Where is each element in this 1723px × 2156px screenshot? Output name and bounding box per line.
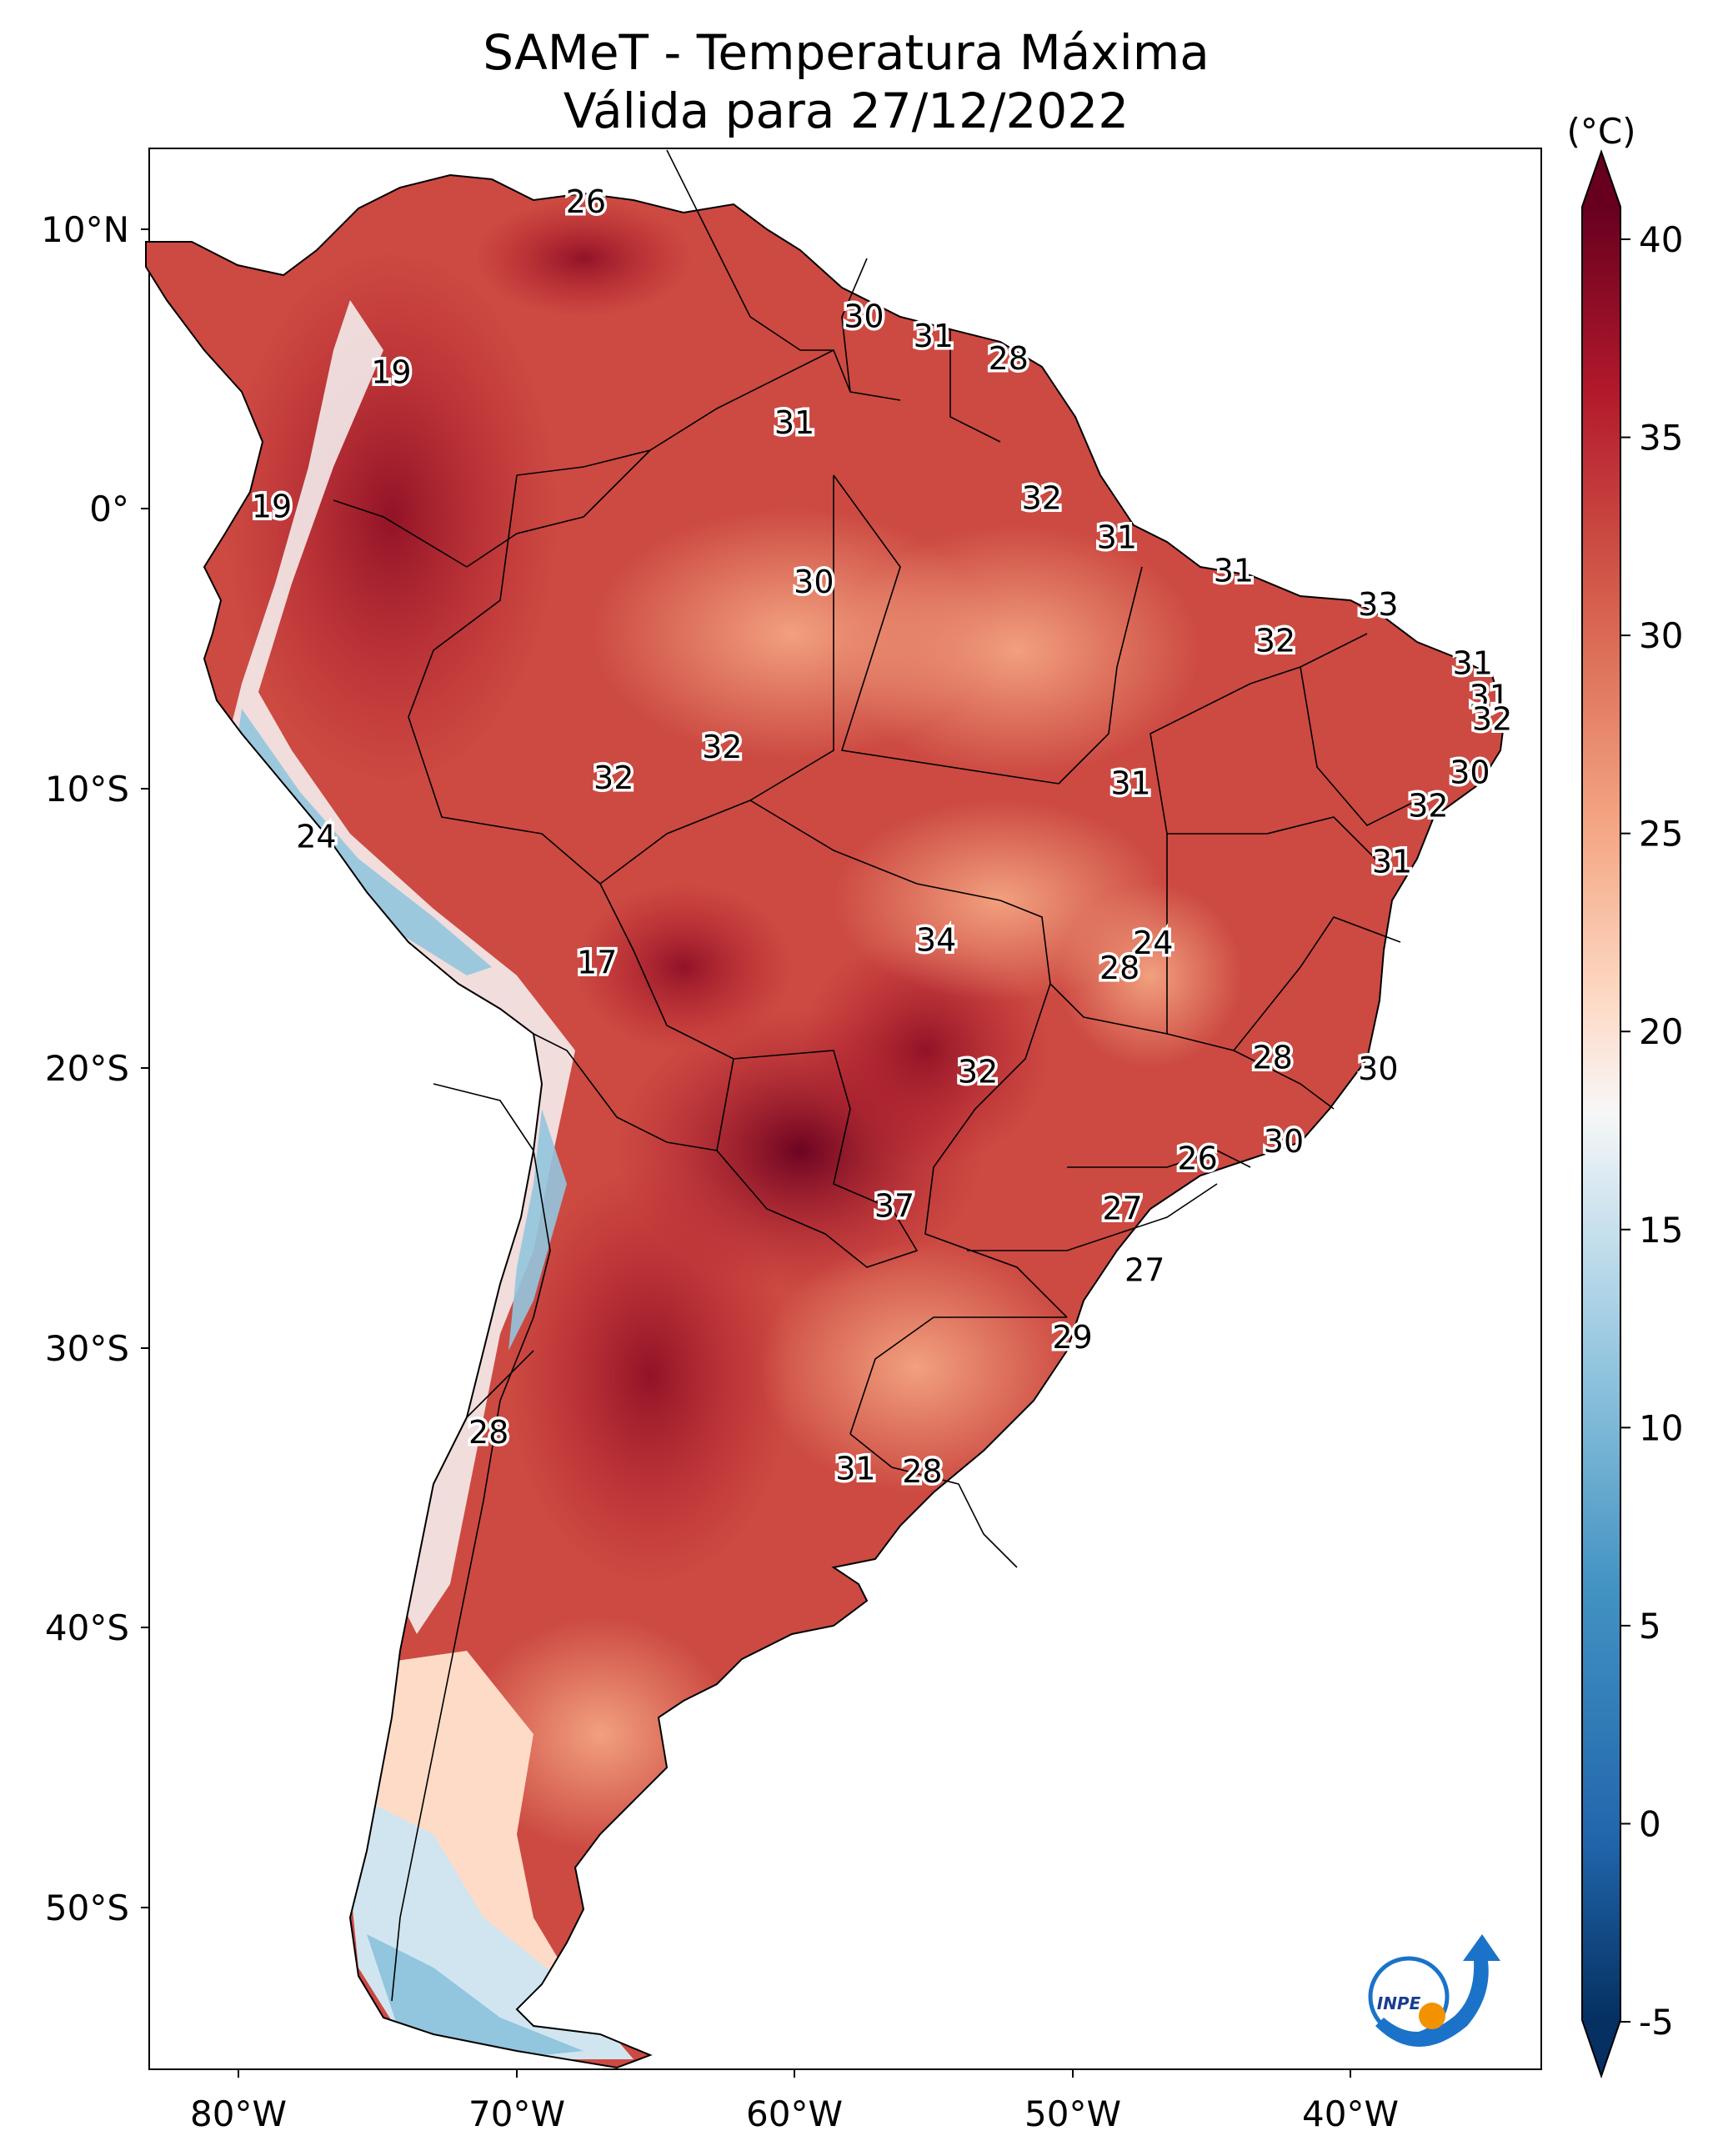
temp-point-label: 32 bbox=[594, 760, 634, 796]
colorbar-tick-label: 15 bbox=[1639, 1210, 1683, 1251]
temp-point-label: 19 bbox=[371, 354, 411, 391]
temp-point-label: 37 bbox=[874, 1187, 914, 1224]
temp-point-label: 32 bbox=[958, 1053, 998, 1090]
temp-point-label: 31 bbox=[774, 404, 814, 441]
colorbar-tick-label: 25 bbox=[1639, 814, 1683, 855]
colorbar: (°C) 40 35 30 25 20 15 10 5 0 -5 bbox=[1566, 111, 1683, 2079]
temp-point-label: 27 bbox=[1102, 1191, 1142, 1227]
temp-point-label: 30 bbox=[794, 564, 834, 600]
colorbar-extend-min bbox=[1582, 2020, 1620, 2076]
logo-swoosh bbox=[1375, 1934, 1500, 2047]
temp-point-label: 24 bbox=[296, 818, 336, 855]
logo-text: INPE bbox=[1377, 1993, 1421, 2013]
temp-point-label: 32 bbox=[702, 729, 742, 765]
temp-point-label: 19 bbox=[252, 489, 292, 525]
temp-point-label: 24 bbox=[1133, 925, 1173, 961]
map-title: SAMeT - Temperatura Máxima Válida para 2… bbox=[150, 23, 1542, 140]
temp-point-label: 31 bbox=[1110, 765, 1150, 802]
lat-tick-30s: 30°S bbox=[45, 1328, 129, 1369]
temp-point-label: 31 bbox=[914, 318, 954, 354]
temp-point-label: 28 bbox=[468, 1414, 508, 1451]
lon-tick-50w: 50°W bbox=[1024, 2093, 1121, 2134]
colorbar-tick-label: 20 bbox=[1639, 1011, 1683, 1052]
temp-point-label: 31 bbox=[1097, 519, 1137, 555]
colorbar-tick-label: 10 bbox=[1639, 1407, 1683, 1448]
colorbar-tick-label: 40 bbox=[1639, 219, 1683, 260]
temp-point-label: 31 bbox=[1470, 679, 1510, 715]
temp-point-label: 32 bbox=[1022, 480, 1062, 517]
colorbar-gradient bbox=[1582, 207, 1620, 2020]
temp-point-label: 32 bbox=[1472, 701, 1512, 738]
lon-tick-60w: 60°W bbox=[746, 2093, 843, 2134]
title-line-1: SAMeT - Temperatura Máxima bbox=[483, 24, 1210, 81]
lat-tick-10s: 10°S bbox=[45, 769, 129, 810]
longitude-ticks: 80°W 70°W 60°W 50°W 40°W bbox=[190, 2069, 1399, 2134]
temp-point-label: 28 bbox=[1099, 950, 1139, 986]
colorbar-outline bbox=[1581, 148, 1621, 2079]
inpe-logo: INPE bbox=[1368, 1934, 1500, 2047]
lon-tick-40w: 40°W bbox=[1302, 2093, 1399, 2134]
temp-point-label: 32 bbox=[1255, 623, 1295, 659]
temp-point-label: 26 bbox=[566, 183, 606, 220]
colorbar-tick-label: 5 bbox=[1639, 1606, 1661, 1647]
latitude-ticks: 10°N 0° 10°S 20°S 30°S 40°S 50°S bbox=[41, 209, 149, 1928]
temp-point-label: 30 bbox=[1450, 754, 1490, 790]
lon-tick-70w: 70°W bbox=[468, 2093, 565, 2134]
temp-point-label: 17 bbox=[577, 944, 617, 980]
colorbar-tick-label: 0 bbox=[1639, 1803, 1661, 1844]
logo-dot bbox=[1419, 2003, 1445, 2029]
colorbar-tick-label: 35 bbox=[1639, 418, 1683, 459]
temp-point-label: 33 bbox=[1358, 586, 1398, 623]
temp-point-label: 28 bbox=[1252, 1040, 1292, 1076]
temp-point-label: 32 bbox=[1408, 788, 1448, 825]
temp-point-label: 31 bbox=[1214, 553, 1254, 589]
colorbar-extend-max bbox=[1582, 152, 1620, 207]
temp-point-label: 30 bbox=[1264, 1123, 1304, 1160]
political-borders bbox=[333, 149, 1418, 2002]
colorbar-ticks: 40 35 30 25 20 15 10 5 0 -5 bbox=[1620, 219, 1683, 2043]
temp-point-label: 27 bbox=[1124, 1251, 1165, 1288]
lat-tick-0: 0° bbox=[89, 489, 129, 529]
temp-point-label: 26 bbox=[1177, 1140, 1217, 1176]
colorbar-tick-label: -5 bbox=[1639, 2002, 1674, 2043]
temp-point-label: 34 bbox=[916, 922, 956, 959]
temp-point-label: 30 bbox=[844, 298, 884, 334]
lat-tick-40s: 40°S bbox=[45, 1607, 129, 1648]
lon-tick-80w: 80°W bbox=[190, 2093, 287, 2134]
title-line-2: Válida para 27/12/2022 bbox=[563, 83, 1129, 139]
temp-point-label: 31 bbox=[835, 1451, 875, 1487]
temp-point-label: 31 bbox=[1372, 844, 1412, 880]
temp-point-label: 30 bbox=[1358, 1050, 1398, 1087]
lat-tick-10n: 10°N bbox=[41, 209, 129, 250]
lat-tick-20s: 20°S bbox=[45, 1048, 129, 1089]
lat-tick-50s: 50°S bbox=[45, 1888, 129, 1928]
temp-point-label: 29 bbox=[1052, 1319, 1092, 1356]
temp-point-label: 28 bbox=[989, 340, 1029, 377]
temp-point-label: 31 bbox=[1453, 644, 1493, 681]
colorbar-tick-label: 30 bbox=[1639, 615, 1683, 656]
temp-point-label: 28 bbox=[902, 1453, 942, 1490]
colorbar-unit: (°C) bbox=[1566, 111, 1635, 152]
